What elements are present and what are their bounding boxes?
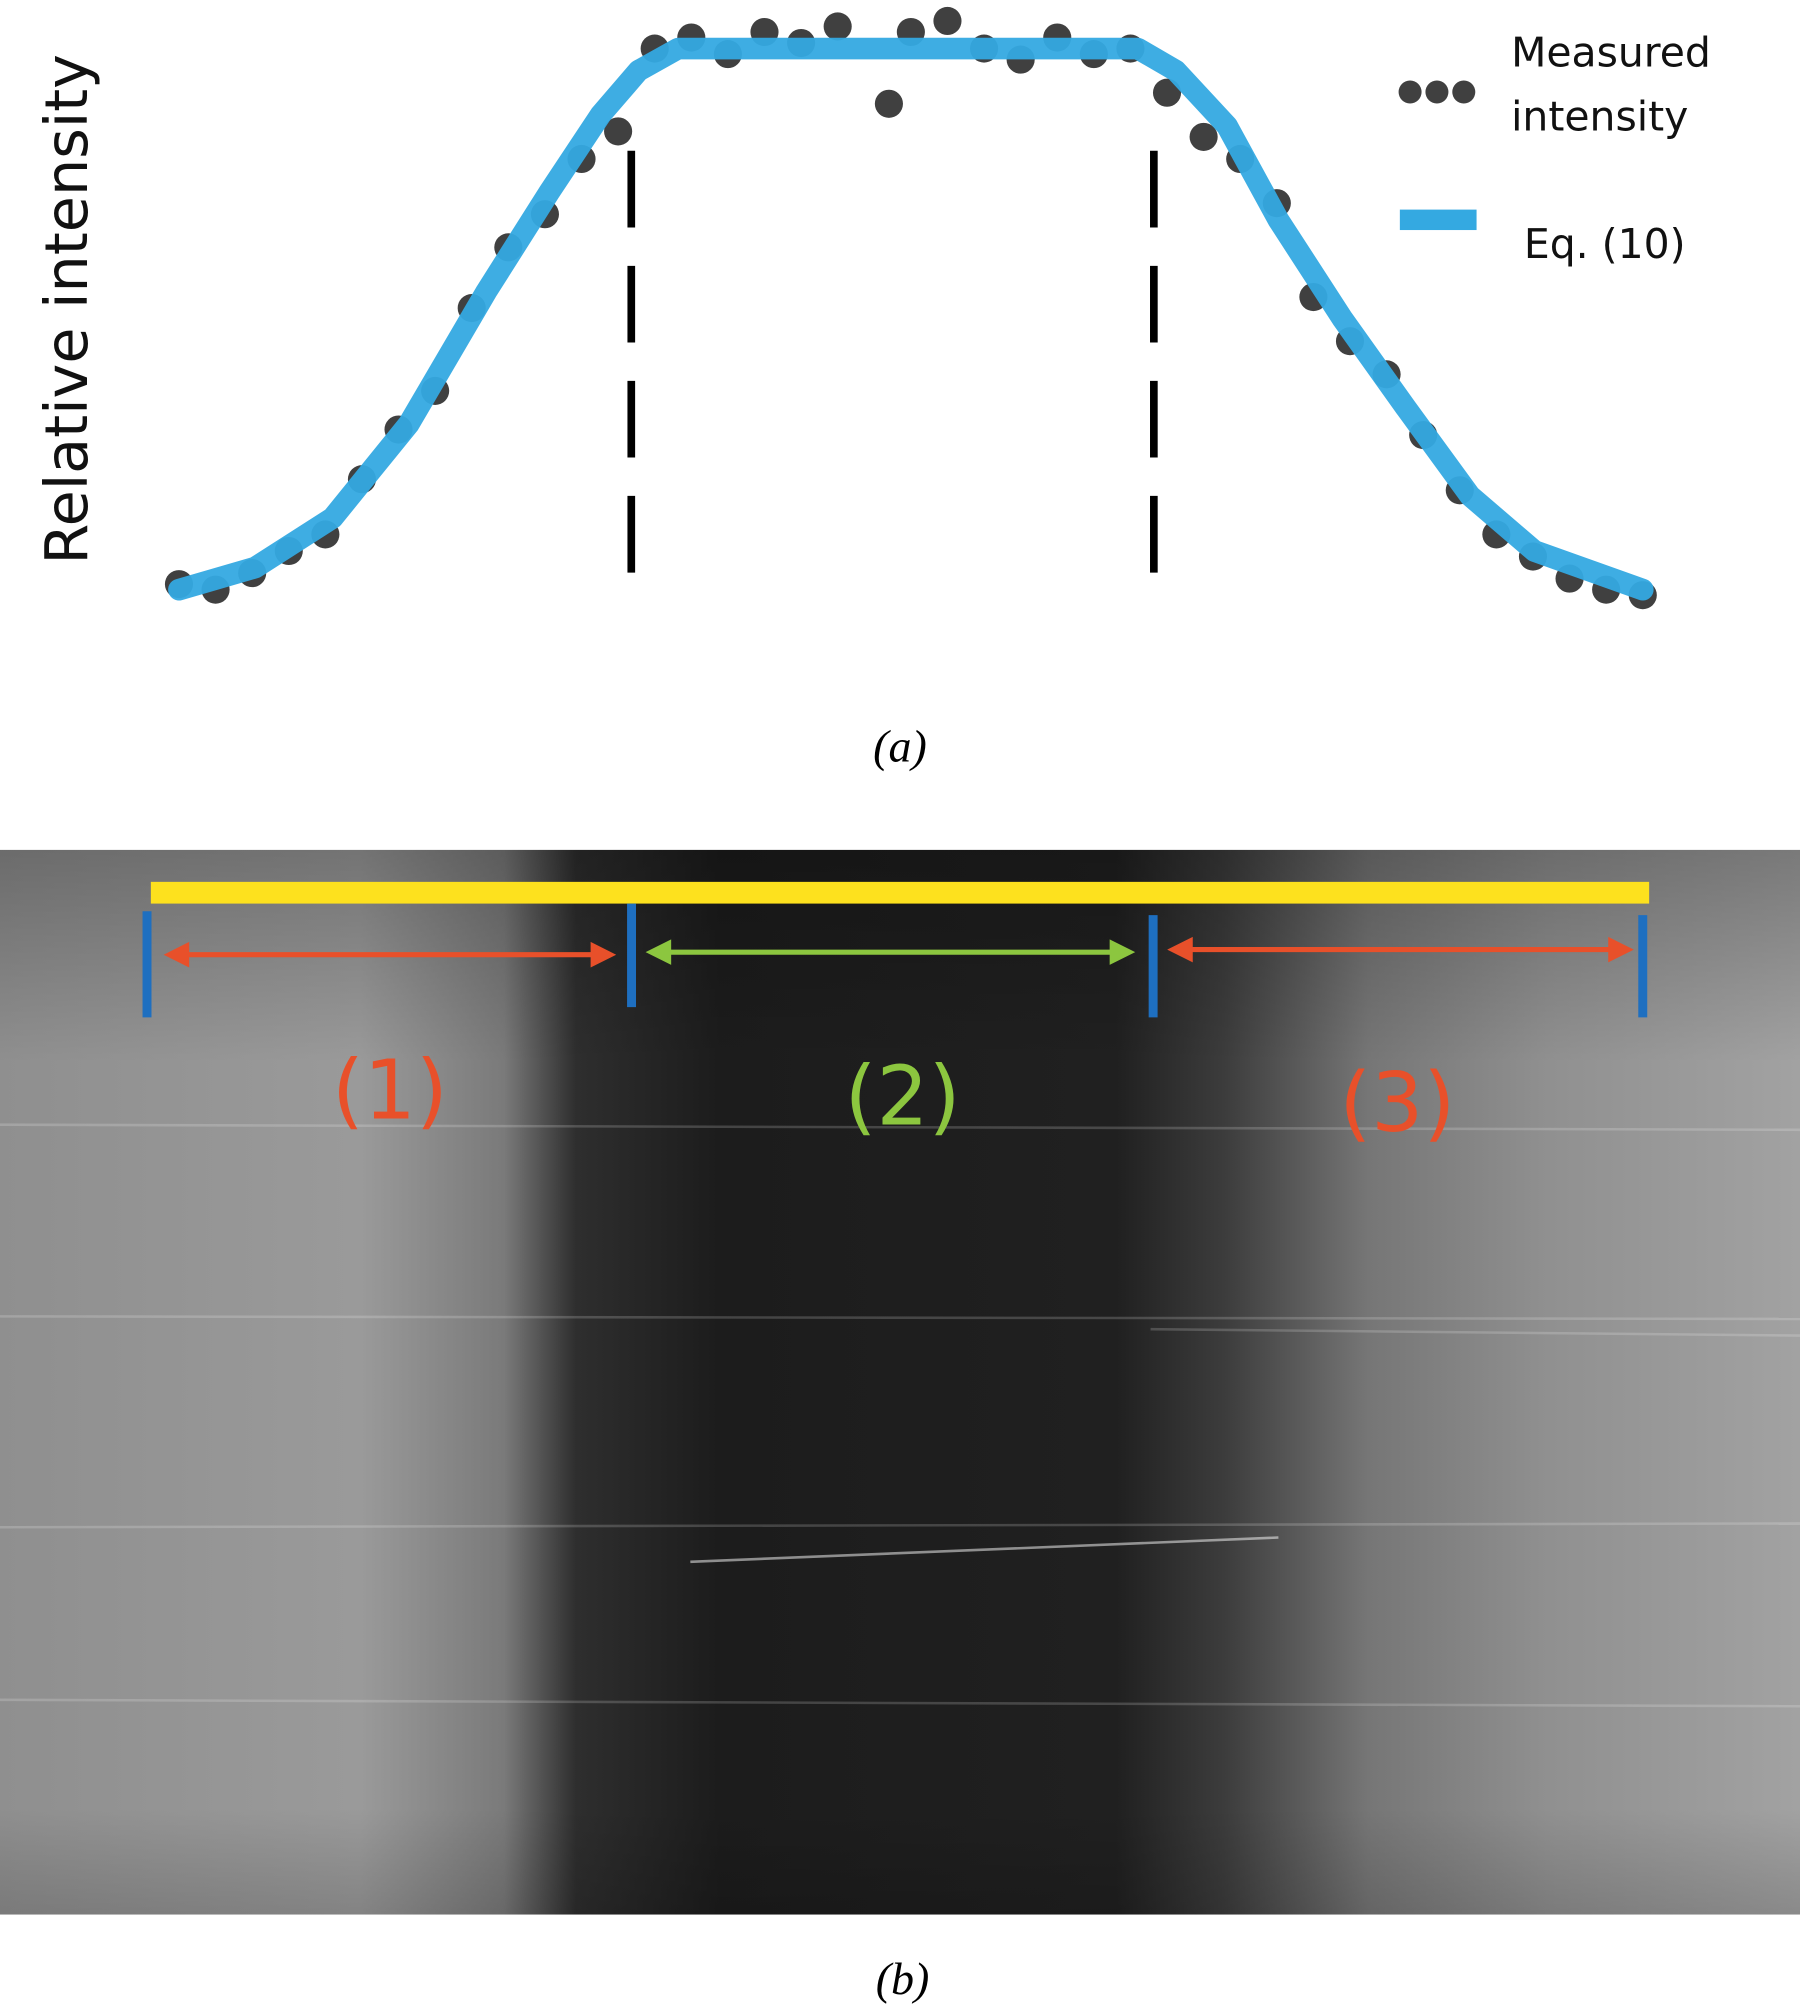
legend-marker [1452, 80, 1476, 104]
data-point [1189, 122, 1218, 151]
legend-label: Measured intensity [1511, 28, 1711, 140]
shading [0, 849, 1800, 1915]
data-point [933, 6, 962, 36]
caption-a: (a) [873, 721, 927, 772]
legend-marker [1399, 209, 1477, 231]
data-point [874, 89, 903, 118]
boundary-ticks [142, 903, 1648, 1018]
region-label: (3) [1339, 1056, 1455, 1151]
legend-label: Eq. (10) [1524, 220, 1686, 268]
arrows [163, 936, 1634, 968]
plot-a: Relative intensity Measured intensity Eq. (… [32, 6, 1711, 610]
data-point [604, 117, 633, 146]
data-point [823, 12, 852, 41]
region-label: (2) [845, 1050, 961, 1145]
region-label: (1) [332, 1043, 448, 1138]
streaks [0, 1123, 1800, 1708]
yellow-bar [150, 881, 1650, 904]
data-point [1152, 78, 1182, 107]
legend-marker [1425, 80, 1449, 104]
caption-b: (b) [876, 1953, 930, 2004]
fit-line [168, 37, 1654, 601]
legend-marker [1398, 80, 1422, 104]
y-axis-label: Relative intensity [32, 54, 101, 565]
image-panel: (1) (2) (3) [0, 849, 1800, 1915]
